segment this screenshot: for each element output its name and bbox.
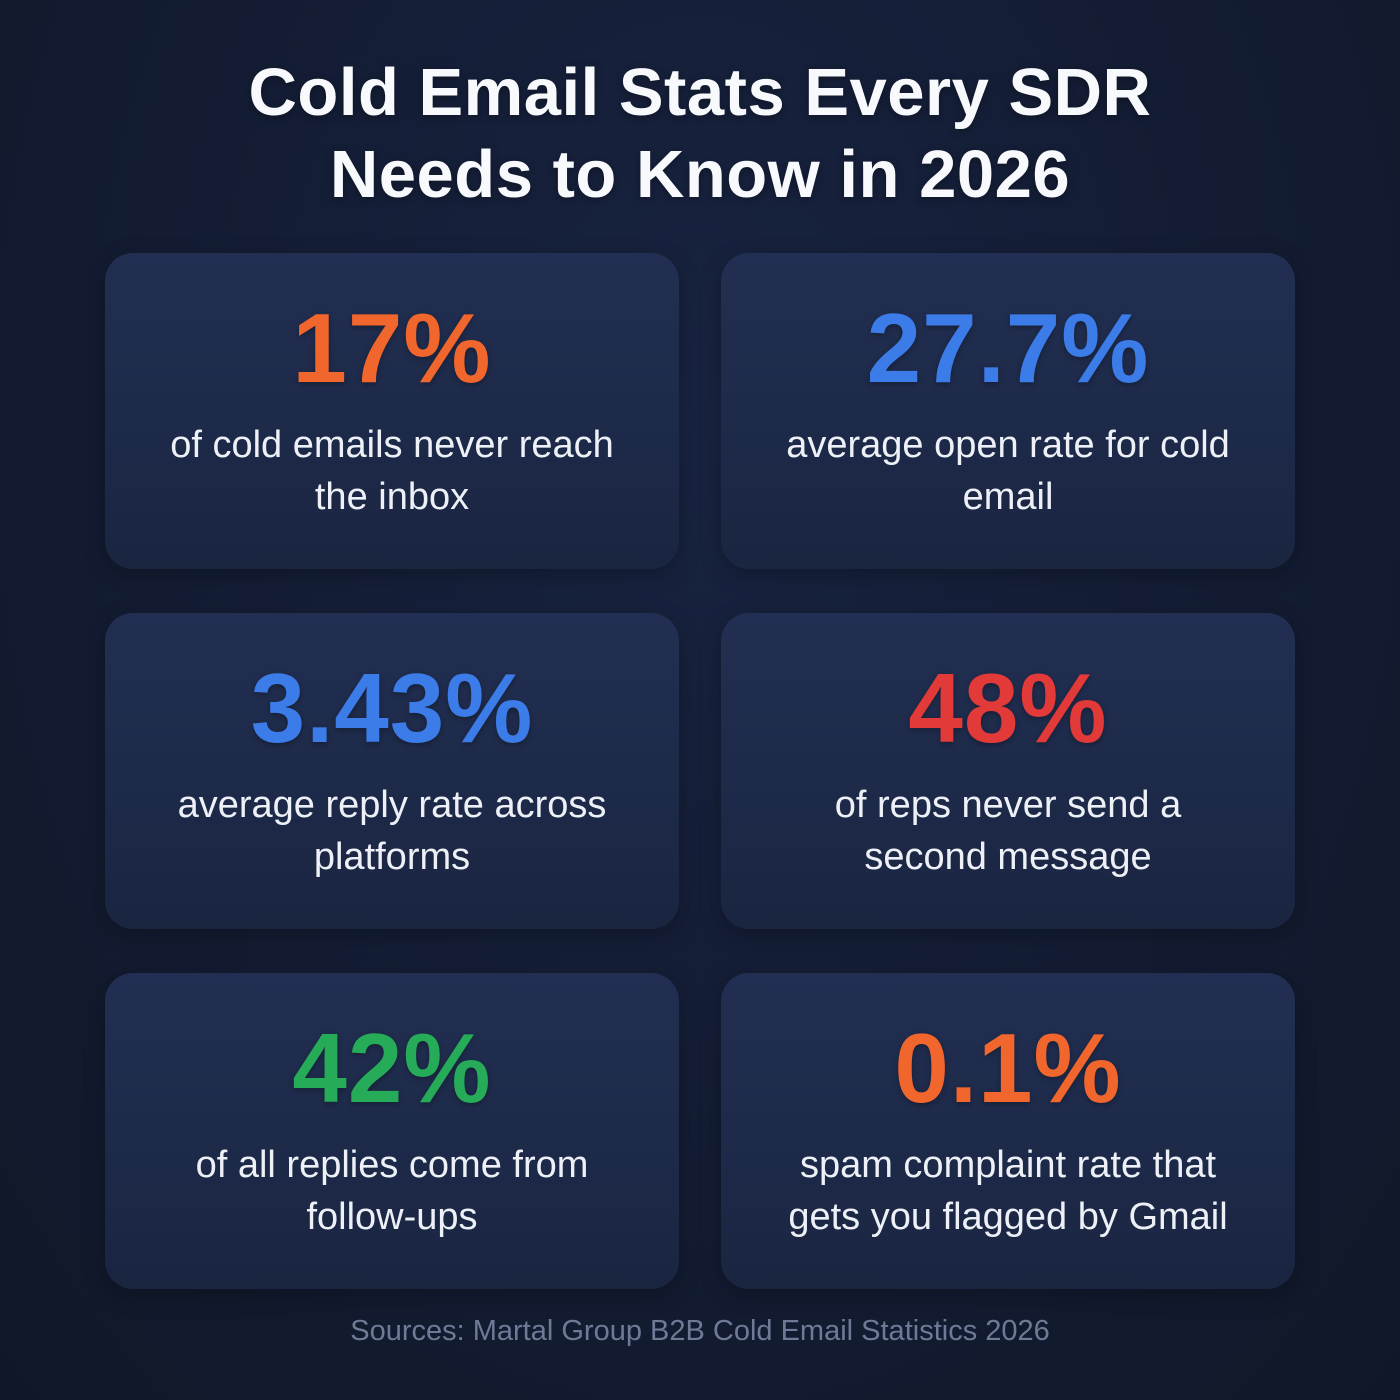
page-title-line-1: Cold Email Stats Every SDR — [248, 55, 1152, 130]
stat-card-deliverability: 17% of cold emails never reach the inbox — [105, 253, 679, 569]
stats-grid: 17% of cold emails never reach the inbox… — [105, 253, 1295, 1289]
stat-card-follow-up-reps: 48% of reps never send a second message — [721, 613, 1295, 929]
stat-value: 42% — [292, 1012, 492, 1123]
footer-source: Sources: Martal Group B2B Cold Email Sta… — [350, 1315, 1050, 1347]
page-title-line-2: Needs to Know in 2026 — [329, 137, 1071, 213]
stat-card-spam-rate: 0.1% spam complaint rate that gets you f… — [721, 973, 1295, 1289]
stat-value: 27.7% — [866, 292, 1150, 403]
stat-card-open-rate: 27.7% average open rate for cold email — [721, 253, 1295, 569]
stat-value: 0.1% — [894, 1012, 1122, 1123]
stat-card-reply-rate: 3.43% average reply rate across platform… — [105, 613, 679, 929]
stat-description: of reps never send a second message — [834, 783, 1182, 878]
page-title: Cold Email Stats Every SDR Needs to Know… — [0, 0, 1400, 217]
stat-description: average reply rate across platforms — [177, 783, 607, 878]
stat-description: average open rate for cold email — [786, 423, 1230, 518]
stat-description: spam complaint rate that gets you flagge… — [788, 1143, 1228, 1238]
stat-value: 17% — [292, 292, 492, 403]
stat-value: 48% — [908, 652, 1108, 763]
stat-description: of cold emails never reach the inbox — [170, 423, 614, 518]
stat-card-replies-from-followups: 42% of all replies come from follow-ups — [105, 973, 679, 1289]
stat-value: 3.43% — [250, 652, 534, 763]
stat-description: of all replies come from follow-ups — [195, 1143, 589, 1238]
